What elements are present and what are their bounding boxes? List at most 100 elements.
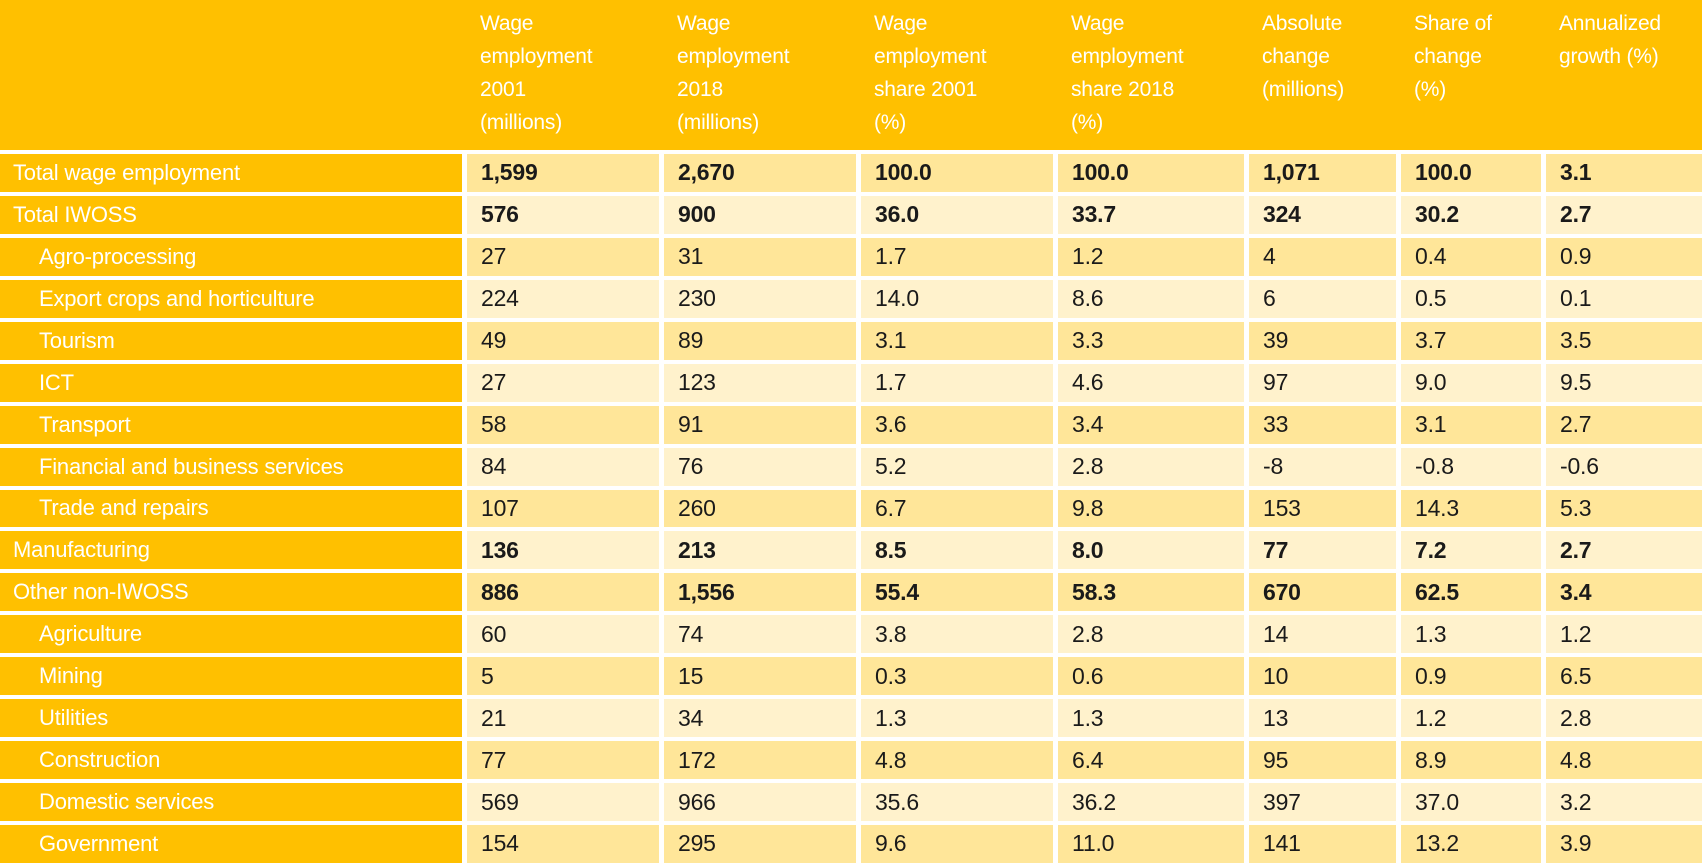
value-cell: 3.4 bbox=[1058, 405, 1244, 444]
value-cell: 0.1 bbox=[1546, 279, 1702, 318]
row-label-cell: Trade and repairs bbox=[0, 489, 462, 528]
value-cell: 1.2 bbox=[1401, 699, 1541, 738]
value-cell: 2.8 bbox=[1058, 615, 1244, 654]
value-cell: -8 bbox=[1249, 447, 1396, 486]
value-cell: 213 bbox=[664, 531, 856, 570]
value-cell: 4.8 bbox=[861, 741, 1053, 780]
table-row: Other non-IWOSS 886 1,556 55.4 58.3 670 62.5 3.… bbox=[0, 573, 1702, 612]
value-cell: 8.9 bbox=[1401, 741, 1541, 780]
value-cell: 2.8 bbox=[1058, 447, 1244, 486]
value-cell: 6.4 bbox=[1058, 741, 1244, 780]
value-cell: 1.2 bbox=[1058, 237, 1244, 276]
value-cell: 1.7 bbox=[861, 363, 1053, 402]
value-cell: 49 bbox=[467, 321, 659, 360]
column-header-label: Wage employment 2018 (millions) bbox=[677, 12, 790, 134]
value-cell: 2.7 bbox=[1546, 405, 1702, 444]
value-cell: 31 bbox=[664, 237, 856, 276]
value-cell: 74 bbox=[664, 615, 856, 654]
value-cell: 76 bbox=[664, 447, 856, 486]
value-cell: 95 bbox=[1249, 741, 1396, 780]
column-header-label: Annualized growth (%) bbox=[1559, 12, 1661, 68]
column-header-blank bbox=[0, 0, 462, 150]
row-label-cell: Tourism bbox=[0, 321, 462, 360]
value-cell: 3.1 bbox=[1546, 154, 1702, 192]
value-cell: 1,071 bbox=[1249, 154, 1396, 192]
value-cell: 141 bbox=[1249, 825, 1396, 863]
value-cell: 77 bbox=[467, 741, 659, 780]
row-label-cell: Manufacturing bbox=[0, 531, 462, 570]
table-row: Domestic services 569 966 35.6 36.2 397 37.0 3.… bbox=[0, 783, 1702, 821]
table-row: Utilities 21 34 1.3 1.3 13 1.2 2.8 bbox=[0, 699, 1702, 738]
value-cell: 62.5 bbox=[1401, 573, 1541, 612]
value-cell: 100.0 bbox=[1058, 154, 1244, 192]
value-cell: 8.6 bbox=[1058, 279, 1244, 318]
value-cell: 8.5 bbox=[861, 531, 1053, 570]
value-cell: 15 bbox=[664, 657, 856, 696]
value-cell: 21 bbox=[467, 699, 659, 738]
value-cell: 14.0 bbox=[861, 279, 1053, 318]
value-cell: 33.7 bbox=[1058, 195, 1244, 234]
value-cell: 1.3 bbox=[1058, 699, 1244, 738]
column-header-label: Wage employment share 2001 (%) bbox=[874, 12, 987, 134]
row-label-cell: Domestic services bbox=[0, 783, 462, 821]
value-cell: 0.9 bbox=[1546, 237, 1702, 276]
value-cell: 6.7 bbox=[861, 489, 1053, 528]
table-body: Total wage employment 1,599 2,670 100.0 100.… bbox=[0, 150, 1702, 863]
value-cell: 397 bbox=[1249, 783, 1396, 821]
column-header: Wage employment share 2018 (%) bbox=[1058, 0, 1244, 150]
value-cell: 107 bbox=[467, 489, 659, 528]
value-cell: 1,556 bbox=[664, 573, 856, 612]
value-cell: 39 bbox=[1249, 321, 1396, 360]
value-cell: 2.8 bbox=[1546, 699, 1702, 738]
value-cell: 27 bbox=[467, 237, 659, 276]
value-cell: 1.2 bbox=[1546, 615, 1702, 654]
value-cell: 14.3 bbox=[1401, 489, 1541, 528]
value-cell: 3.1 bbox=[861, 321, 1053, 360]
value-cell: 4.6 bbox=[1058, 363, 1244, 402]
value-cell: 3.6 bbox=[861, 405, 1053, 444]
value-cell: 8.0 bbox=[1058, 531, 1244, 570]
table-row: Transport 58 91 3.6 3.4 33 3.1 2.7 bbox=[0, 405, 1702, 444]
column-header: Share of change (%) bbox=[1401, 0, 1541, 150]
value-cell: 9.0 bbox=[1401, 363, 1541, 402]
value-cell: 77 bbox=[1249, 531, 1396, 570]
value-cell: 172 bbox=[664, 741, 856, 780]
value-cell: 14 bbox=[1249, 615, 1396, 654]
value-cell: 966 bbox=[664, 783, 856, 821]
value-cell: 4.8 bbox=[1546, 741, 1702, 780]
value-cell: 9.8 bbox=[1058, 489, 1244, 528]
value-cell: 97 bbox=[1249, 363, 1396, 402]
value-cell: 9.5 bbox=[1546, 363, 1702, 402]
table-row: Government 154 295 9.6 11.0 141 13.2 3.9 bbox=[0, 825, 1702, 863]
row-label-cell: Total IWOSS bbox=[0, 195, 462, 234]
value-cell: 123 bbox=[664, 363, 856, 402]
column-header-label: Wage employment share 2018 (%) bbox=[1071, 12, 1184, 134]
value-cell: 6 bbox=[1249, 279, 1396, 318]
value-cell: 84 bbox=[467, 447, 659, 486]
value-cell: 5.2 bbox=[861, 447, 1053, 486]
value-cell: 11.0 bbox=[1058, 825, 1244, 863]
table-header-row: Wage employment 2001 (millions) Wage empl… bbox=[0, 0, 1702, 150]
table-row: Total wage employment 1,599 2,670 100.0 100.… bbox=[0, 154, 1702, 192]
value-cell: 9.6 bbox=[861, 825, 1053, 863]
value-cell: 3.7 bbox=[1401, 321, 1541, 360]
value-cell: 34 bbox=[664, 699, 856, 738]
column-header-label: Absolute change (millions) bbox=[1262, 12, 1345, 101]
value-cell: 2.7 bbox=[1546, 531, 1702, 570]
value-cell: 1.7 bbox=[861, 237, 1053, 276]
row-label-cell: Construction bbox=[0, 741, 462, 780]
value-cell: 100.0 bbox=[861, 154, 1053, 192]
table-row: Manufacturing 136 213 8.5 8.0 77 7.2 2.7 bbox=[0, 531, 1702, 570]
value-cell: 154 bbox=[467, 825, 659, 863]
value-cell: 1.3 bbox=[1401, 615, 1541, 654]
value-cell: 136 bbox=[467, 531, 659, 570]
value-cell: 3.8 bbox=[861, 615, 1053, 654]
value-cell: 1,599 bbox=[467, 154, 659, 192]
value-cell: 1.3 bbox=[861, 699, 1053, 738]
value-cell: 13 bbox=[1249, 699, 1396, 738]
table-row: Tourism 49 89 3.1 3.3 39 3.7 3.5 bbox=[0, 321, 1702, 360]
value-cell: 0.4 bbox=[1401, 237, 1541, 276]
value-cell: 37.0 bbox=[1401, 783, 1541, 821]
row-label-cell: Utilities bbox=[0, 699, 462, 738]
